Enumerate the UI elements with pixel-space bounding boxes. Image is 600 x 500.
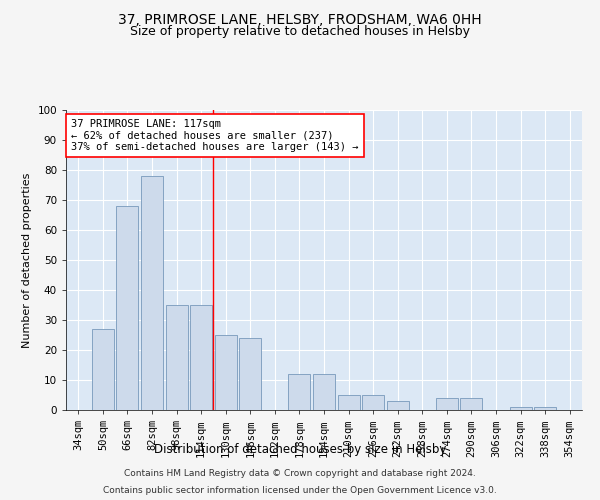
Bar	[166, 305, 188, 410]
Bar	[338, 395, 359, 410]
Bar	[92, 329, 114, 410]
Bar	[460, 398, 482, 410]
Bar	[141, 176, 163, 410]
Bar	[239, 338, 262, 410]
Text: 37, PRIMROSE LANE, HELSBY, FRODSHAM, WA6 0HH: 37, PRIMROSE LANE, HELSBY, FRODSHAM, WA6…	[118, 12, 482, 26]
Bar	[534, 407, 556, 410]
Bar	[509, 407, 532, 410]
Bar	[386, 401, 409, 410]
Text: Contains HM Land Registry data © Crown copyright and database right 2024.: Contains HM Land Registry data © Crown c…	[124, 468, 476, 477]
Bar	[289, 374, 310, 410]
Y-axis label: Number of detached properties: Number of detached properties	[22, 172, 32, 348]
Bar	[190, 305, 212, 410]
Bar	[436, 398, 458, 410]
Text: Distribution of detached houses by size in Helsby: Distribution of detached houses by size …	[154, 442, 446, 456]
Text: 37 PRIMROSE LANE: 117sqm
← 62% of detached houses are smaller (237)
37% of semi-: 37 PRIMROSE LANE: 117sqm ← 62% of detach…	[71, 119, 359, 152]
Bar	[362, 395, 384, 410]
Text: Contains public sector information licensed under the Open Government Licence v3: Contains public sector information licen…	[103, 486, 497, 495]
Bar	[116, 206, 139, 410]
Bar	[313, 374, 335, 410]
Bar	[215, 335, 237, 410]
Text: Size of property relative to detached houses in Helsby: Size of property relative to detached ho…	[130, 25, 470, 38]
